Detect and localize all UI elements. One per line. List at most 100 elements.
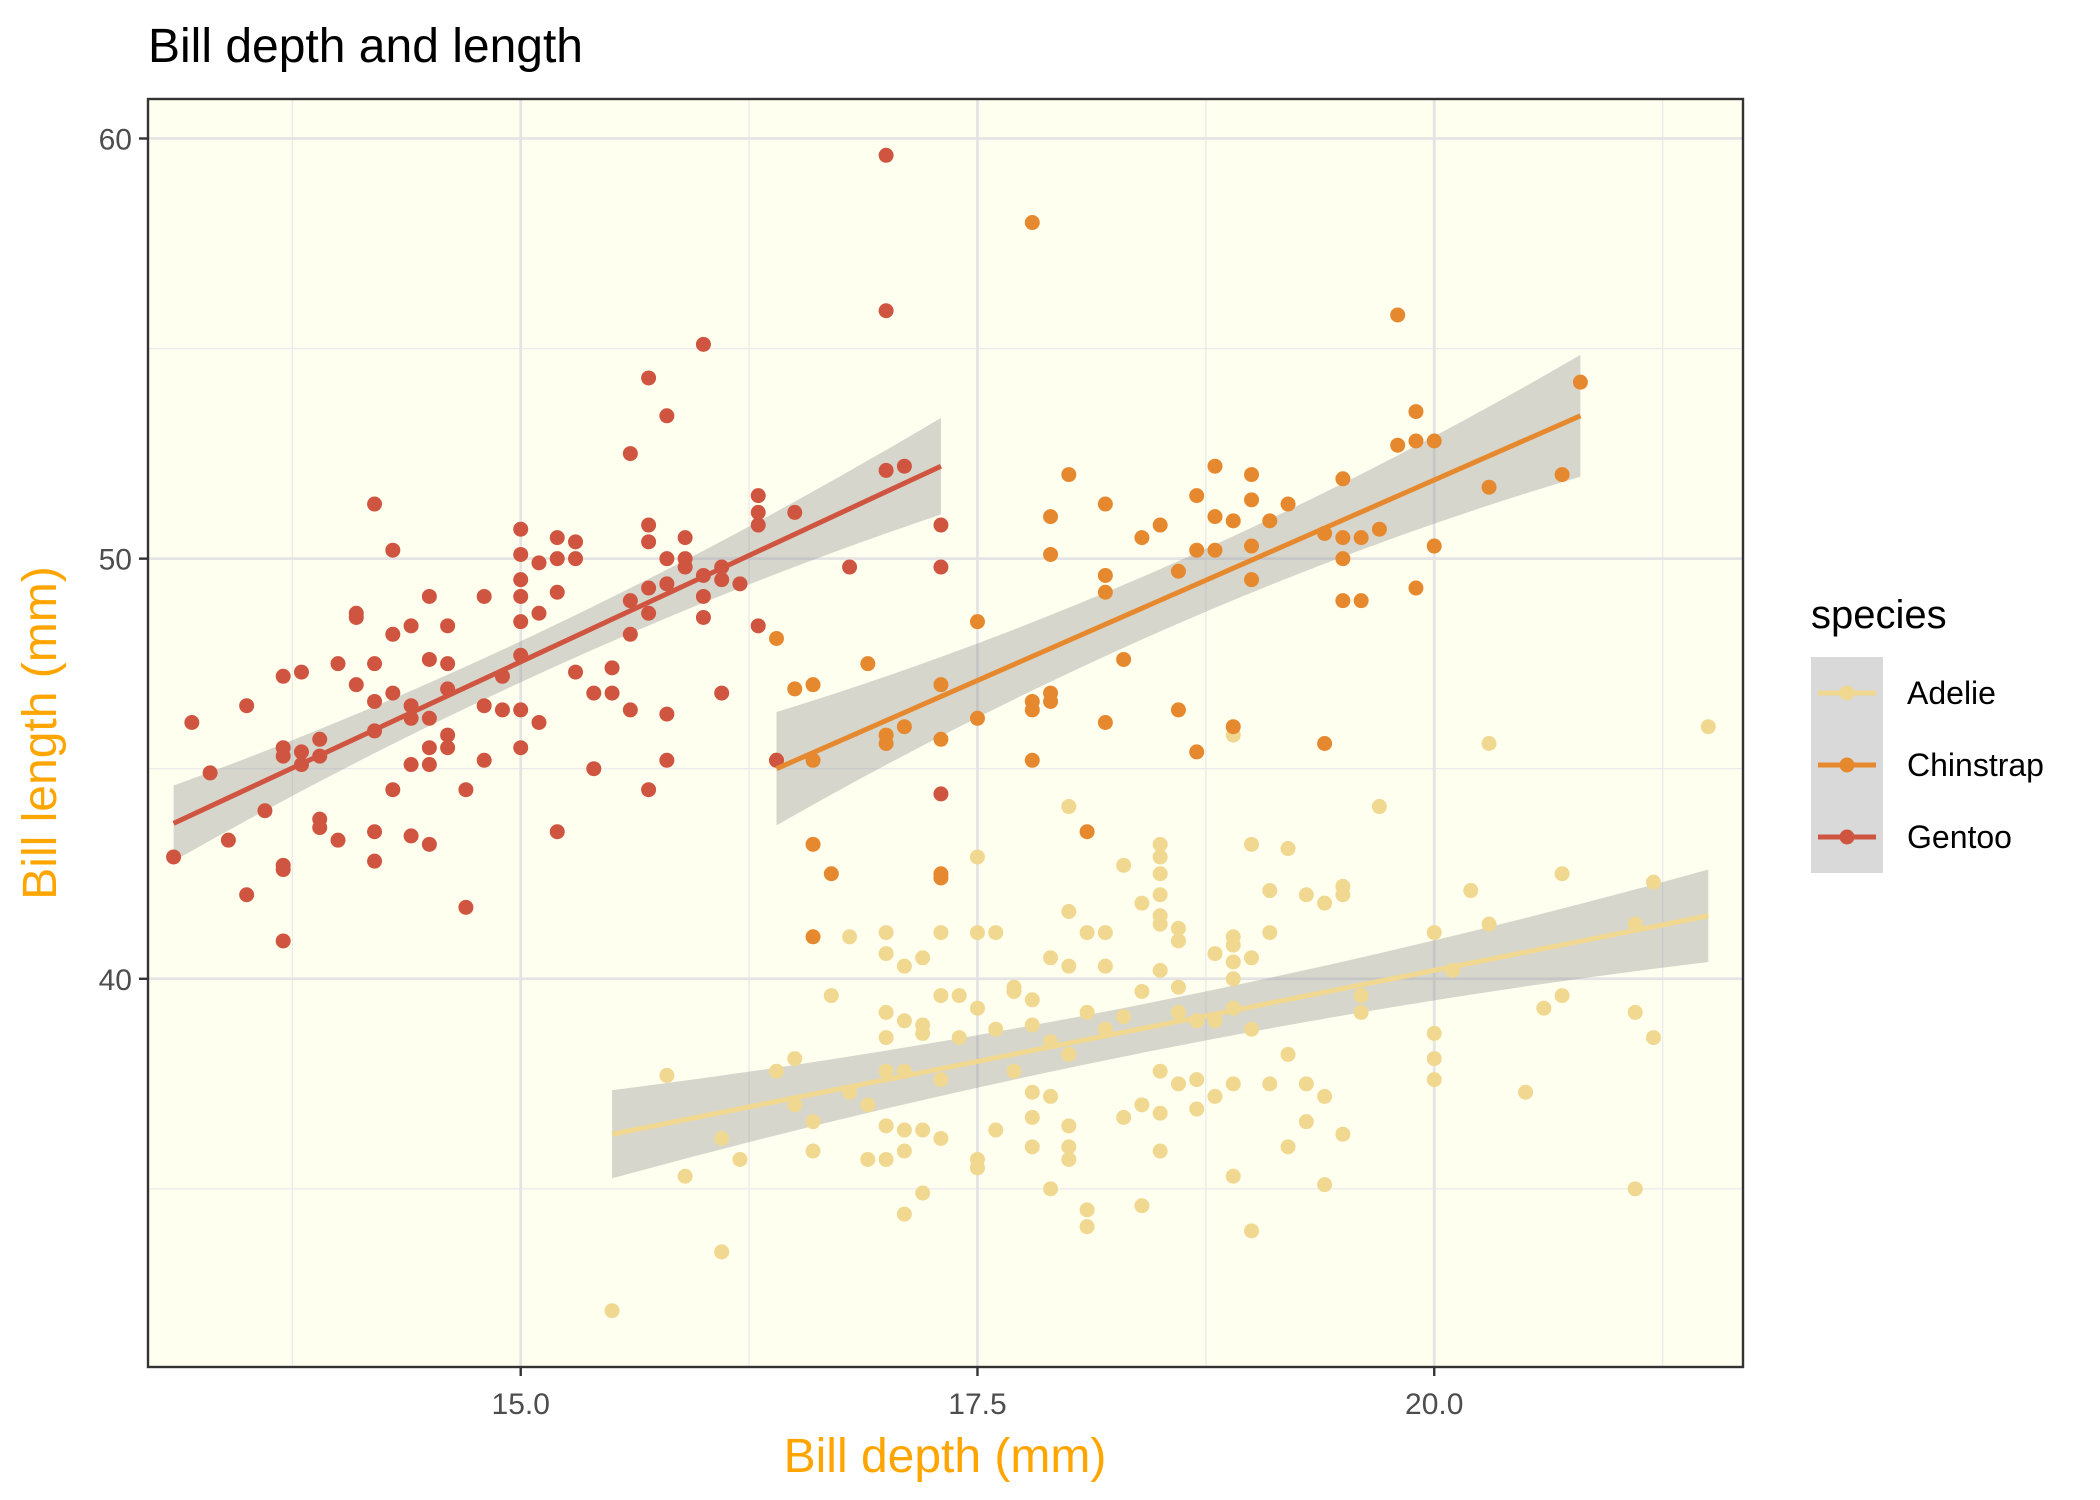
data-point-adelie (915, 1122, 931, 1138)
data-point-chinstrap (933, 677, 949, 693)
data-point-adelie (1225, 929, 1241, 945)
data-point-gentoo (421, 740, 437, 756)
data-point-chinstrap (1024, 215, 1040, 231)
data-point-gentoo (476, 698, 492, 714)
data-point-gentoo (220, 832, 236, 848)
data-point-chinstrap (1097, 714, 1113, 730)
data-point-adelie (1061, 799, 1077, 815)
plot-panel (148, 99, 1743, 1367)
data-points (166, 147, 1716, 1319)
data-point-gentoo (604, 685, 620, 701)
data-point-adelie (1280, 1046, 1296, 1062)
data-point-adelie (1627, 1004, 1643, 1020)
data-point-gentoo (458, 899, 474, 915)
data-point-adelie (1244, 1223, 1260, 1239)
data-point-adelie (677, 1168, 693, 1184)
data-point-adelie (896, 1143, 912, 1159)
data-point-gentoo (568, 551, 584, 567)
data-point-gentoo (330, 832, 346, 848)
data-point-gentoo (549, 584, 565, 600)
data-point-adelie (1024, 1139, 1040, 1155)
data-point-chinstrap (1207, 542, 1223, 558)
x-axis: 15.0 17.5 20.0 (492, 1367, 1463, 1421)
data-point-gentoo (440, 740, 456, 756)
data-point-adelie (714, 1244, 730, 1260)
data-point-chinstrap (787, 681, 803, 697)
data-point-gentoo (293, 744, 309, 760)
data-point-gentoo (604, 660, 620, 676)
data-point-gentoo (312, 811, 328, 827)
data-point-gentoo (933, 559, 949, 575)
data-point-gentoo (878, 147, 894, 163)
legend-key-point (1839, 685, 1855, 701)
data-point-gentoo (531, 605, 547, 621)
data-point-adelie (1152, 866, 1168, 882)
data-point-gentoo (531, 714, 547, 730)
data-point-adelie (1645, 1030, 1661, 1046)
data-point-adelie (1061, 1151, 1077, 1167)
fit-line-gentoo (172, 463, 942, 826)
data-point-gentoo (513, 521, 529, 537)
data-point-gentoo (586, 685, 602, 701)
legend-label-adelie: Adelie (1907, 675, 1996, 711)
data-point-adelie (1061, 1118, 1077, 1134)
data-point-gentoo (513, 702, 529, 718)
y-tick-label: 50 (99, 544, 132, 577)
data-point-gentoo (768, 752, 784, 768)
data-point-adelie (1079, 1202, 1095, 1218)
data-point-adelie (969, 1160, 985, 1176)
data-point-adelie (1426, 1025, 1442, 1041)
data-point-chinstrap (1207, 458, 1223, 474)
data-point-chinstrap (823, 866, 839, 882)
data-point-adelie (1280, 841, 1296, 857)
data-point-adelie (1645, 874, 1661, 890)
data-point-chinstrap (1170, 702, 1186, 718)
data-point-gentoo (275, 668, 291, 684)
data-point-chinstrap (1170, 563, 1186, 579)
data-point-chinstrap (1353, 593, 1369, 609)
data-point-gentoo (367, 496, 383, 512)
data-point-gentoo (531, 555, 547, 571)
data-point-adelie (1298, 1114, 1314, 1130)
data-point-gentoo (750, 488, 766, 504)
data-point-gentoo (622, 446, 638, 462)
data-point-adelie (1262, 925, 1278, 941)
data-point-adelie (1481, 736, 1497, 752)
data-point-adelie (1225, 1076, 1241, 1092)
data-point-chinstrap (1408, 580, 1424, 596)
data-point-gentoo (659, 576, 675, 592)
data-point-chinstrap (1079, 824, 1095, 840)
data-point-adelie (1335, 1126, 1351, 1142)
x-tick-label: 17.5 (948, 1388, 1006, 1421)
data-point-adelie (1006, 1063, 1022, 1079)
data-point-adelie (878, 1004, 894, 1020)
data-point-gentoo (440, 656, 456, 672)
data-point-chinstrap (1262, 513, 1278, 529)
data-point-gentoo (275, 862, 291, 878)
x-axis-title: Bill depth (mm) (784, 1430, 1107, 1483)
data-point-adelie (1170, 1004, 1186, 1020)
data-point-adelie (1170, 920, 1186, 936)
data-point-adelie (1536, 1000, 1552, 1016)
data-point-adelie (860, 1151, 876, 1167)
data-point-gentoo (166, 849, 182, 865)
data-point-adelie (732, 1151, 748, 1167)
data-point-adelie (933, 988, 949, 1004)
data-point-adelie (933, 925, 949, 941)
data-point-adelie (1244, 1021, 1260, 1037)
data-point-adelie (604, 1303, 620, 1319)
data-point-gentoo (440, 618, 456, 634)
data-point-gentoo (476, 752, 492, 768)
data-point-chinstrap (1335, 530, 1351, 546)
data-point-adelie (1097, 925, 1113, 941)
data-point-gentoo (330, 656, 346, 672)
data-point-adelie (1463, 883, 1479, 899)
data-point-adelie (1079, 925, 1095, 941)
data-point-gentoo (348, 677, 364, 693)
data-point-adelie (1262, 883, 1278, 899)
data-point-adelie (1207, 1088, 1223, 1104)
data-point-chinstrap (1244, 572, 1260, 588)
data-point-adelie (933, 1130, 949, 1146)
data-point-adelie (878, 946, 894, 962)
